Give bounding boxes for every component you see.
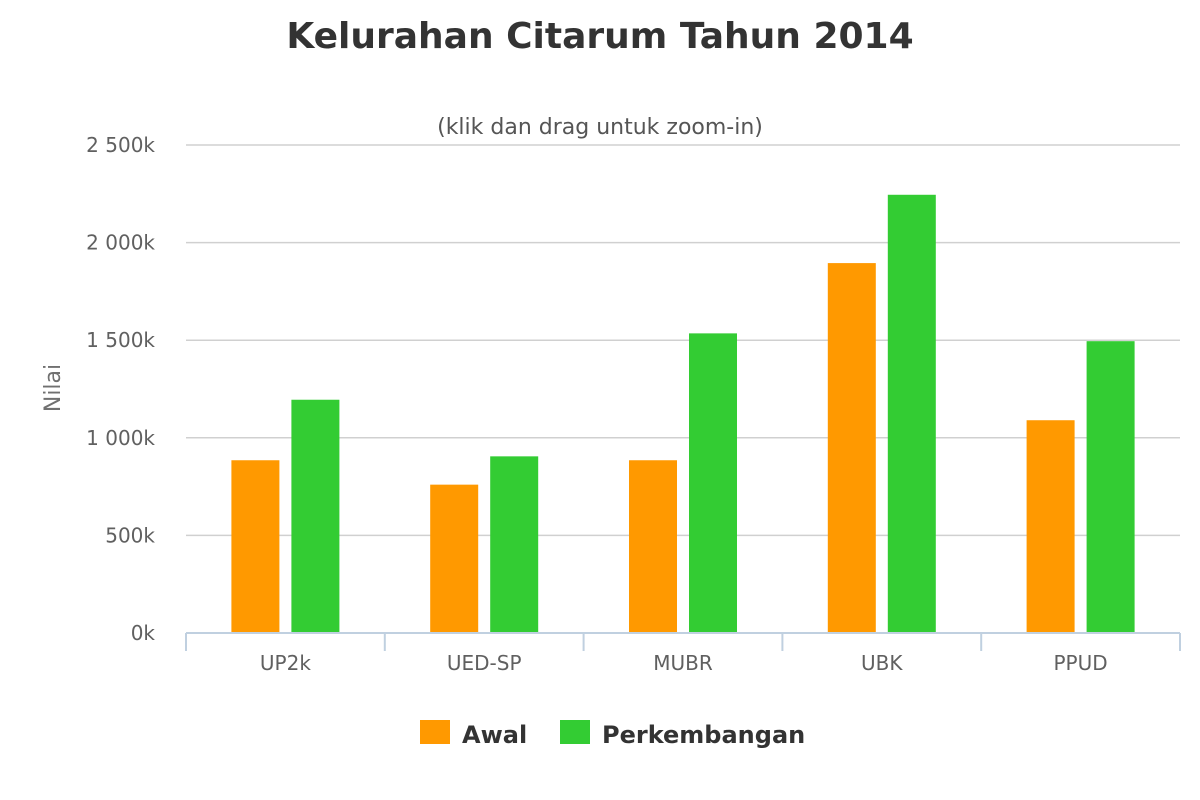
chart-title: Kelurahan Citarum Tahun 2014 bbox=[286, 16, 913, 57]
x-axis: UP2k UED-SP MUBR UBK PPUD bbox=[185, 632, 1181, 675]
y-tick-label: 1 500k bbox=[86, 328, 155, 352]
legend-label[interactable]: Awal bbox=[462, 721, 527, 749]
bar-perkembangan-ubk[interactable] bbox=[887, 194, 936, 633]
x-tick-label: MUBR bbox=[653, 651, 713, 675]
bar-awal-mubr[interactable] bbox=[629, 460, 677, 633]
y-tick-label: 0k bbox=[131, 621, 156, 645]
y-axis-title: Nilai bbox=[41, 364, 66, 412]
x-tick-label: UED-SP bbox=[447, 651, 522, 675]
legend: Awal Perkembangan bbox=[420, 720, 805, 749]
x-tick-label: UBK bbox=[861, 651, 903, 675]
legend-label[interactable]: Perkembangan bbox=[602, 721, 805, 749]
bar-awal-ppud[interactable] bbox=[1026, 420, 1075, 633]
gridlines bbox=[186, 144, 1180, 537]
x-tick-label: UP2k bbox=[260, 651, 311, 675]
legend-swatch[interactable] bbox=[560, 720, 590, 744]
bar-perkembangan-mubr[interactable] bbox=[689, 333, 737, 633]
x-tick-label: PPUD bbox=[1054, 651, 1108, 675]
y-tick-label: 500k bbox=[105, 523, 155, 547]
bar-awal-ubk[interactable] bbox=[827, 263, 876, 633]
legend-swatch[interactable] bbox=[420, 720, 450, 744]
y-axis-ticks: 0k 500k 1 000k 1 500k 2 000k 2 500k bbox=[86, 133, 155, 645]
y-tick-label: 1 000k bbox=[86, 426, 155, 450]
bar-awal-ued-sp[interactable] bbox=[430, 484, 479, 633]
bar-perkembangan-ued-sp[interactable] bbox=[490, 456, 539, 633]
bar-perkembangan-ppud[interactable] bbox=[1086, 341, 1135, 633]
y-tick-label: 2 000k bbox=[86, 231, 155, 255]
bar-awal-up2k[interactable] bbox=[231, 460, 280, 633]
bars bbox=[231, 194, 1135, 633]
chart-subtitle: (klik dan drag untuk zoom-in) bbox=[437, 115, 763, 140]
bar-perkembangan-up2k[interactable] bbox=[291, 399, 340, 633]
y-tick-label: 2 500k bbox=[86, 133, 155, 157]
